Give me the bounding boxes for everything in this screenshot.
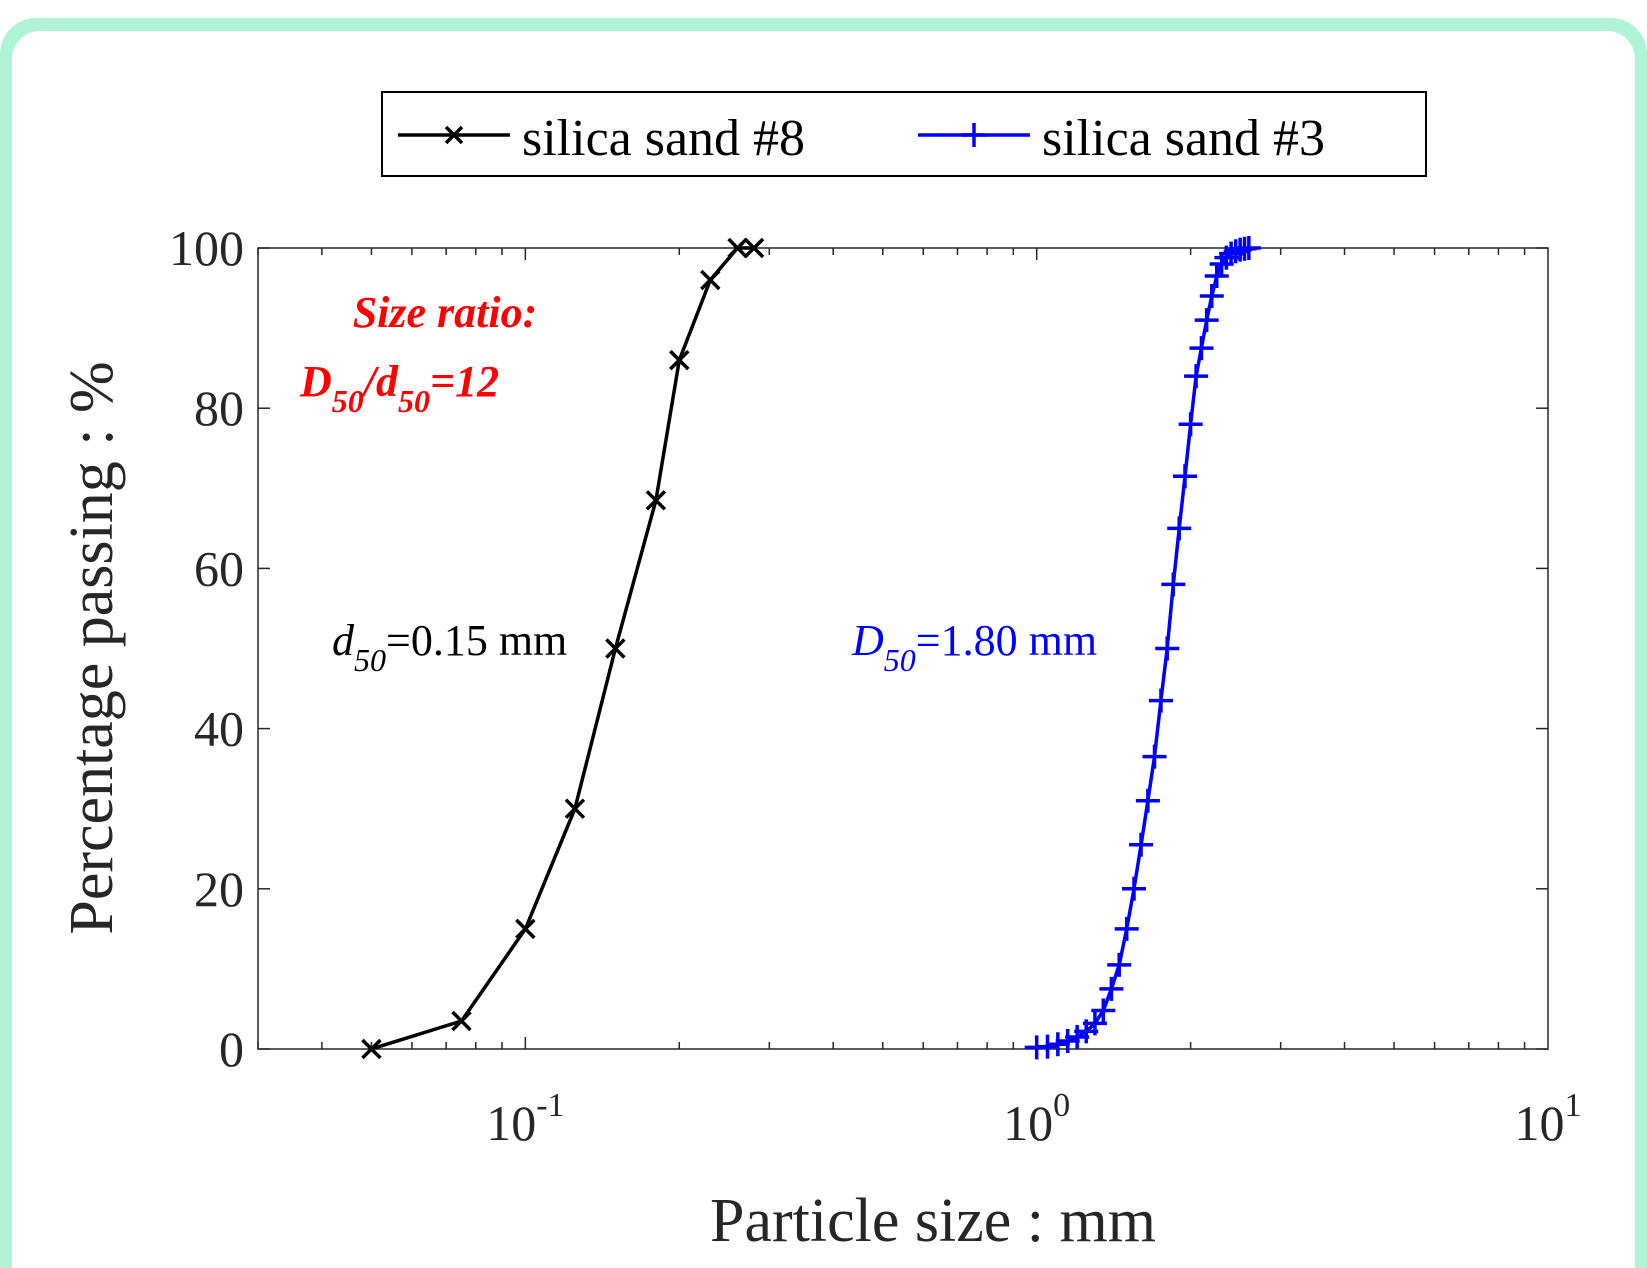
data-point-series-2 bbox=[1045, 1032, 1070, 1057]
data-point-series-2 bbox=[1204, 264, 1229, 289]
y-tick-label: 0 bbox=[219, 1021, 244, 1077]
x-tick-exponent: -1 bbox=[536, 1087, 564, 1124]
x-tick-labels: 10-1 100 101 bbox=[486, 1087, 1581, 1151]
size-ratio-value: =12 bbox=[430, 357, 499, 406]
data-point-series-2 bbox=[1035, 1034, 1060, 1059]
legend-entry-series-1: silica sand #8 bbox=[398, 110, 805, 167]
size-ratio-title: Size ratio: bbox=[353, 288, 538, 337]
series-line-1 bbox=[370, 246, 754, 1051]
size-ratio-slash-d: /d bbox=[361, 357, 399, 406]
x-tick-base: 10 bbox=[1515, 1095, 1565, 1151]
data-point-series-2 bbox=[1114, 916, 1139, 941]
legend-label-series-2: silica sand #3 bbox=[1042, 110, 1325, 167]
D50-value: =1.80 mm bbox=[916, 616, 1097, 665]
data-point-series-1 bbox=[361, 1038, 382, 1060]
series-markers bbox=[361, 236, 1261, 1060]
y-tick-label: 40 bbox=[194, 701, 244, 757]
legend-entry-series-2: silica sand #3 bbox=[918, 110, 1325, 167]
data-point-series-1 bbox=[727, 237, 748, 259]
data-point-series-2 bbox=[1161, 572, 1186, 597]
data-point-series-2 bbox=[1148, 688, 1173, 713]
data-point-series-2 bbox=[1091, 998, 1116, 1023]
data-point-series-1 bbox=[515, 918, 536, 940]
data-point-series-1 bbox=[645, 490, 667, 511]
y-tick-label: 80 bbox=[194, 380, 244, 436]
data-point-series-2 bbox=[1082, 1011, 1107, 1036]
data-point-series-2 bbox=[1189, 336, 1214, 361]
data-point-series-1 bbox=[743, 237, 765, 259]
data-point-series-2 bbox=[1184, 364, 1209, 389]
data-point-series-1 bbox=[669, 349, 690, 371]
d50-symbol: d bbox=[332, 616, 355, 665]
legend: silica sand #8 silica sand #3 bbox=[381, 91, 1427, 177]
size-ratio-D: D bbox=[299, 357, 332, 406]
data-point-series-2 bbox=[1129, 832, 1154, 857]
data-point-series-2 bbox=[1142, 744, 1167, 769]
legend-box bbox=[381, 91, 1427, 177]
D50-subscript: 50 bbox=[884, 642, 916, 678]
y-tick-label: 20 bbox=[194, 861, 244, 917]
x-tick-base: 10 bbox=[486, 1095, 536, 1151]
data-point-series-2 bbox=[1178, 412, 1203, 437]
legend-marker-series-2 bbox=[962, 123, 986, 147]
y-tick-label: 100 bbox=[169, 220, 244, 276]
x-tick-label: 101 bbox=[1515, 1087, 1582, 1151]
data-point-series-2 bbox=[1194, 308, 1219, 333]
data-point-series-1 bbox=[605, 638, 626, 659]
data-point-series-1 bbox=[700, 269, 721, 291]
D50-annotation: D50=1.80 mm bbox=[851, 616, 1097, 678]
d50-value: =0.15 mm bbox=[386, 616, 567, 665]
legend-marker-series-1 bbox=[444, 125, 464, 145]
data-point-series-2 bbox=[1155, 636, 1180, 661]
size-ratio-sub-2: 50 bbox=[398, 383, 430, 419]
x-tick-label: 10-1 bbox=[486, 1087, 564, 1151]
y-tick-labels: 0 20 40 60 80 100 bbox=[169, 220, 244, 1077]
data-point-series-2 bbox=[1122, 876, 1146, 901]
x-tick-base: 10 bbox=[1003, 1095, 1053, 1151]
x-tick-exponent: 0 bbox=[1053, 1087, 1070, 1124]
x-tick-label: 100 bbox=[1003, 1087, 1070, 1151]
legend-label-series-1: silica sand #8 bbox=[522, 110, 805, 167]
axis-ticks bbox=[257, 247, 1548, 1050]
y-axis-title: Percentage passing : % bbox=[58, 361, 126, 934]
y-tick-label: 60 bbox=[194, 540, 244, 596]
data-point-series-2 bbox=[1167, 516, 1192, 541]
data-point-series-2 bbox=[1236, 236, 1261, 260]
size-ratio-annotation: Size ratio: D50/d50=12 bbox=[299, 288, 537, 419]
data-point-series-2 bbox=[1199, 284, 1224, 309]
data-point-series-1 bbox=[451, 1010, 472, 1032]
plot-area bbox=[257, 247, 1549, 1050]
data-point-series-2 bbox=[1172, 464, 1197, 489]
D50-symbol: D bbox=[851, 616, 884, 665]
size-ratio-formula: D50/d50=12 bbox=[299, 357, 499, 419]
figure-panel bbox=[12, 31, 1635, 1268]
d50-subscript: 50 bbox=[354, 642, 386, 678]
x-tick-exponent: 1 bbox=[1565, 1087, 1582, 1124]
data-point-series-2 bbox=[1107, 952, 1132, 977]
data-point-series-1 bbox=[564, 798, 586, 819]
data-point-series-2 bbox=[1135, 788, 1160, 813]
x-axis-title: Particle size : mm bbox=[710, 1187, 1156, 1255]
size-ratio-sub-1: 50 bbox=[332, 383, 364, 419]
data-point-series-2 bbox=[1099, 976, 1124, 1001]
d50-annotation: d50=0.15 mm bbox=[332, 616, 567, 678]
